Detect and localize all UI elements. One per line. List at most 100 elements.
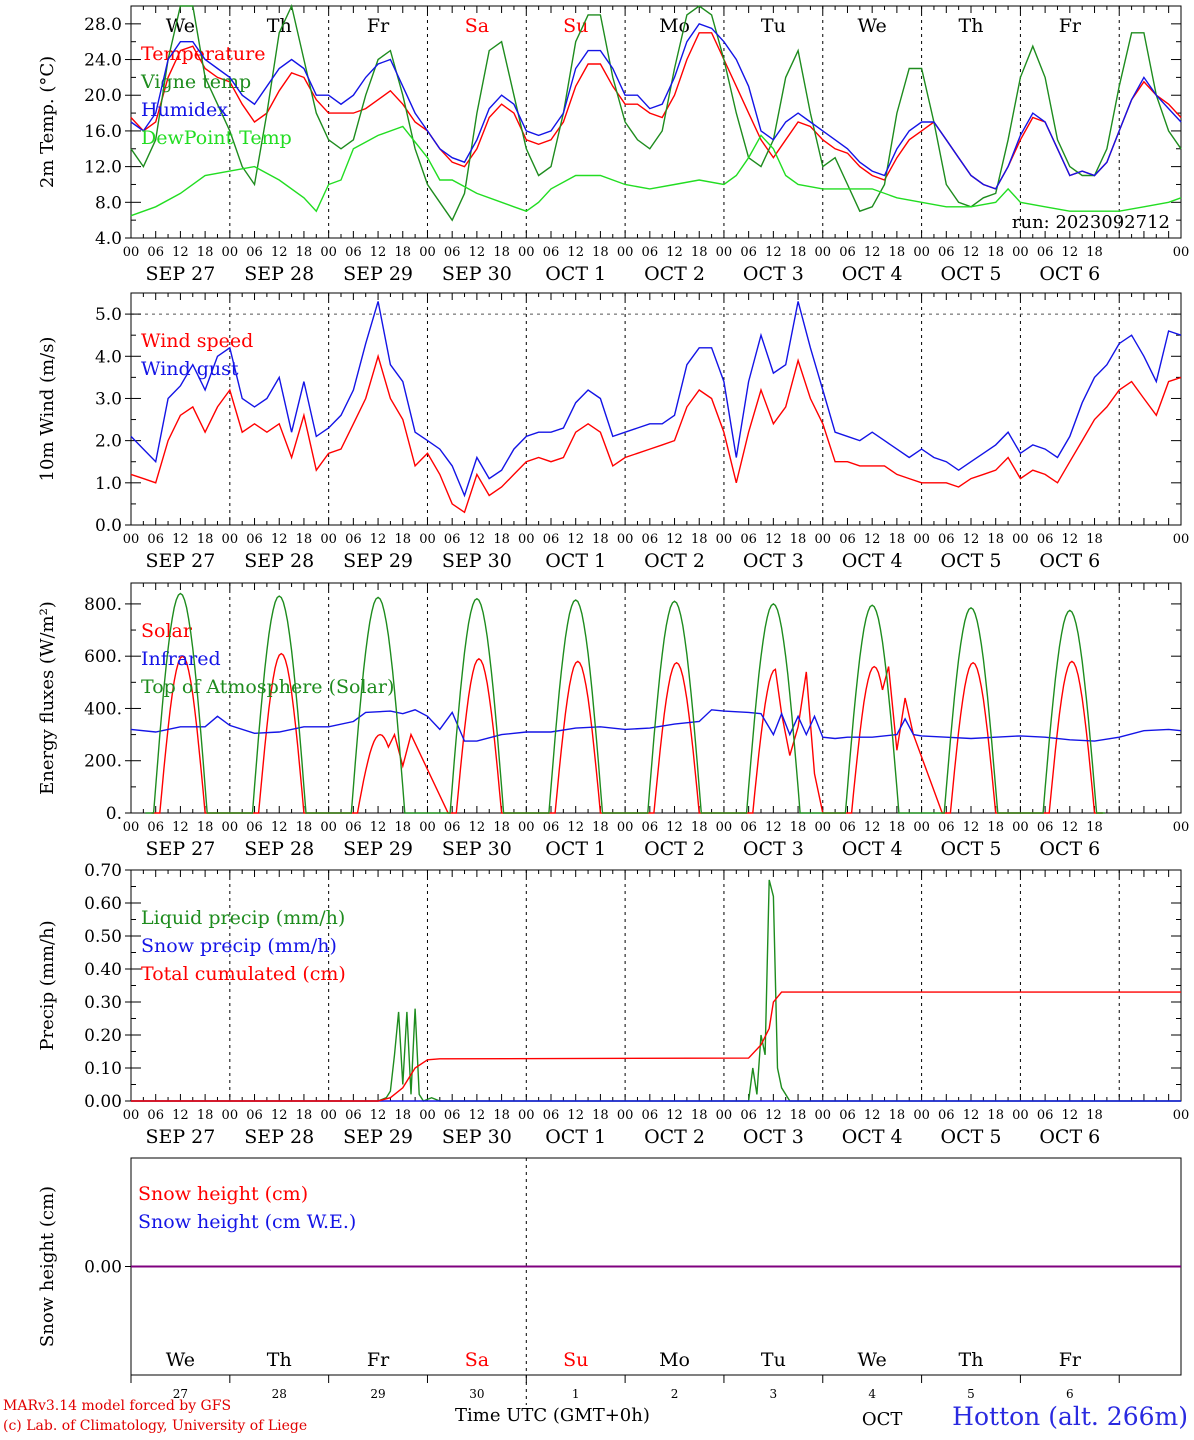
y-tick-label: 0.00 (84, 1092, 122, 1112)
x-hour-label: 06 (543, 532, 560, 547)
x-hour-label: 12 (271, 532, 288, 547)
x-hour-label: 18 (691, 532, 708, 547)
x-hour-label: 06 (1037, 820, 1054, 835)
x-hour-label: 06 (444, 820, 461, 835)
x-hour-label: 12 (963, 1108, 980, 1123)
x-hour-label: 06 (642, 820, 659, 835)
weekday-label: Fr (367, 1349, 390, 1371)
x-hour-label: 06 (938, 1108, 955, 1123)
x-date-label: SEP 28 (244, 263, 314, 285)
y-tick-label: 1.0 (95, 474, 122, 494)
x-date-label: SEP 28 (244, 550, 314, 572)
y-tick-label: 0.60 (84, 894, 122, 914)
series-line-1 (130, 709, 1182, 742)
x-hour-label: 06 (642, 1108, 659, 1123)
legend-entry: Humidex (141, 99, 228, 121)
x-hour-label: 00 (222, 1108, 239, 1123)
x-hour-label: 18 (790, 532, 807, 547)
series-line-3 (130, 125, 1182, 217)
panel-frame (130, 869, 1182, 1102)
x-hour-label: 06 (345, 532, 362, 547)
legend-entry: Liquid precip (mm/h) (141, 907, 345, 929)
x-hour-label: 00 (913, 1108, 930, 1123)
x-hour-label: 18 (592, 820, 609, 835)
x-hour-label: 18 (493, 820, 510, 835)
x-date-label: OCT 6 (1039, 1126, 1100, 1148)
x-hour-label: 12 (172, 820, 189, 835)
x-hour-label: 12 (765, 532, 782, 547)
x-hour-label: 12 (172, 532, 189, 547)
weekday-label: We (858, 1349, 887, 1371)
x-hour-label: 06 (740, 532, 757, 547)
y-tick-label: 5.0 (95, 305, 122, 325)
x-hour-label: 18 (790, 820, 807, 835)
x-hour-label: 06 (839, 532, 856, 547)
x-date-label: SEP 29 (343, 263, 413, 285)
x-date-label: OCT 1 (545, 838, 606, 860)
x-hour-label: 00 (716, 1108, 733, 1123)
x-hour-label: 00 (320, 820, 337, 835)
x-hour-label: 00 (814, 820, 831, 835)
y-axis-label: Precip (mm/h) (37, 920, 58, 1050)
y-tick-label: 2.0 (95, 432, 122, 452)
x-hour-label: 18 (394, 245, 411, 260)
x-hour-label: 12 (765, 820, 782, 835)
x-hour-label: 06 (543, 245, 560, 260)
legend-entry: Wind gust (141, 358, 239, 380)
x-date-label: OCT 5 (941, 263, 1002, 285)
x-hour-label: 18 (197, 1108, 214, 1123)
day-number: 28 (272, 1387, 287, 1401)
x-hour-label: 18 (1086, 820, 1103, 835)
x-hour-label: 12 (370, 1108, 387, 1123)
x-hour-label: 06 (147, 245, 164, 260)
x-date-label: SEP 28 (244, 1126, 314, 1148)
x-hour-label: 06 (740, 1108, 757, 1123)
series-line-2 (145, 592, 1105, 814)
x-hour-label: 18 (394, 532, 411, 547)
x-hour-label: 06 (246, 1108, 263, 1123)
legend-entry: Solar (141, 620, 193, 642)
x-hour-label: 12 (1062, 245, 1079, 260)
weekday-label: We (166, 15, 195, 37)
x-hour-label: 18 (691, 245, 708, 260)
legend-entry: Vigne temp (140, 71, 251, 93)
x-date-label: OCT 6 (1039, 550, 1100, 572)
x-date-label: OCT 3 (743, 263, 804, 285)
x-hour-label: 06 (642, 245, 659, 260)
x-hour-label: 06 (839, 820, 856, 835)
x-hour-label: 12 (1062, 1108, 1079, 1123)
x-date-label: SEP 27 (145, 550, 215, 572)
weekday-label: Tu (761, 15, 786, 37)
x-hour-label: 00 (617, 532, 634, 547)
weekday-label: Sa (465, 15, 489, 37)
x-hour-label: 00 (320, 245, 337, 260)
x-date-label: SEP 30 (442, 838, 512, 860)
x-hour-label: 06 (1037, 532, 1054, 547)
x-axis-title: Time UTC (GMT+0h) (455, 1405, 650, 1426)
y-tick-label: 24.0 (84, 51, 122, 71)
x-hour-label: 12 (666, 820, 683, 835)
y-tick-label: 4.0 (95, 229, 122, 249)
x-hour-label: 18 (1086, 245, 1103, 260)
x-hour-label: 12 (765, 245, 782, 260)
y-tick-label: 0.10 (84, 1059, 122, 1079)
x-hour-label: 06 (1037, 245, 1054, 260)
x-hour-label: 06 (938, 532, 955, 547)
x-hour-label: 00 (419, 532, 436, 547)
weekday-label: Mo (659, 15, 690, 37)
x-hour-label: 18 (1086, 532, 1103, 547)
x-date-label: OCT 3 (743, 838, 804, 860)
y-tick-label: 0.0 (95, 516, 122, 536)
y-tick-label: 20.0 (84, 86, 122, 106)
x-hour-label: 12 (370, 820, 387, 835)
x-hour-label: 06 (147, 1108, 164, 1123)
y-tick-label: 0. (106, 804, 122, 824)
x-hour-label: 18 (296, 245, 313, 260)
day-number: 1 (572, 1387, 580, 1401)
x-hour-label: 18 (790, 245, 807, 260)
run-label: run: 2023092712 (1012, 212, 1170, 233)
x-date-label: SEP 30 (442, 1126, 512, 1148)
x-hour-label: 06 (543, 1108, 560, 1123)
x-hour-label: 00 (1173, 1108, 1190, 1123)
